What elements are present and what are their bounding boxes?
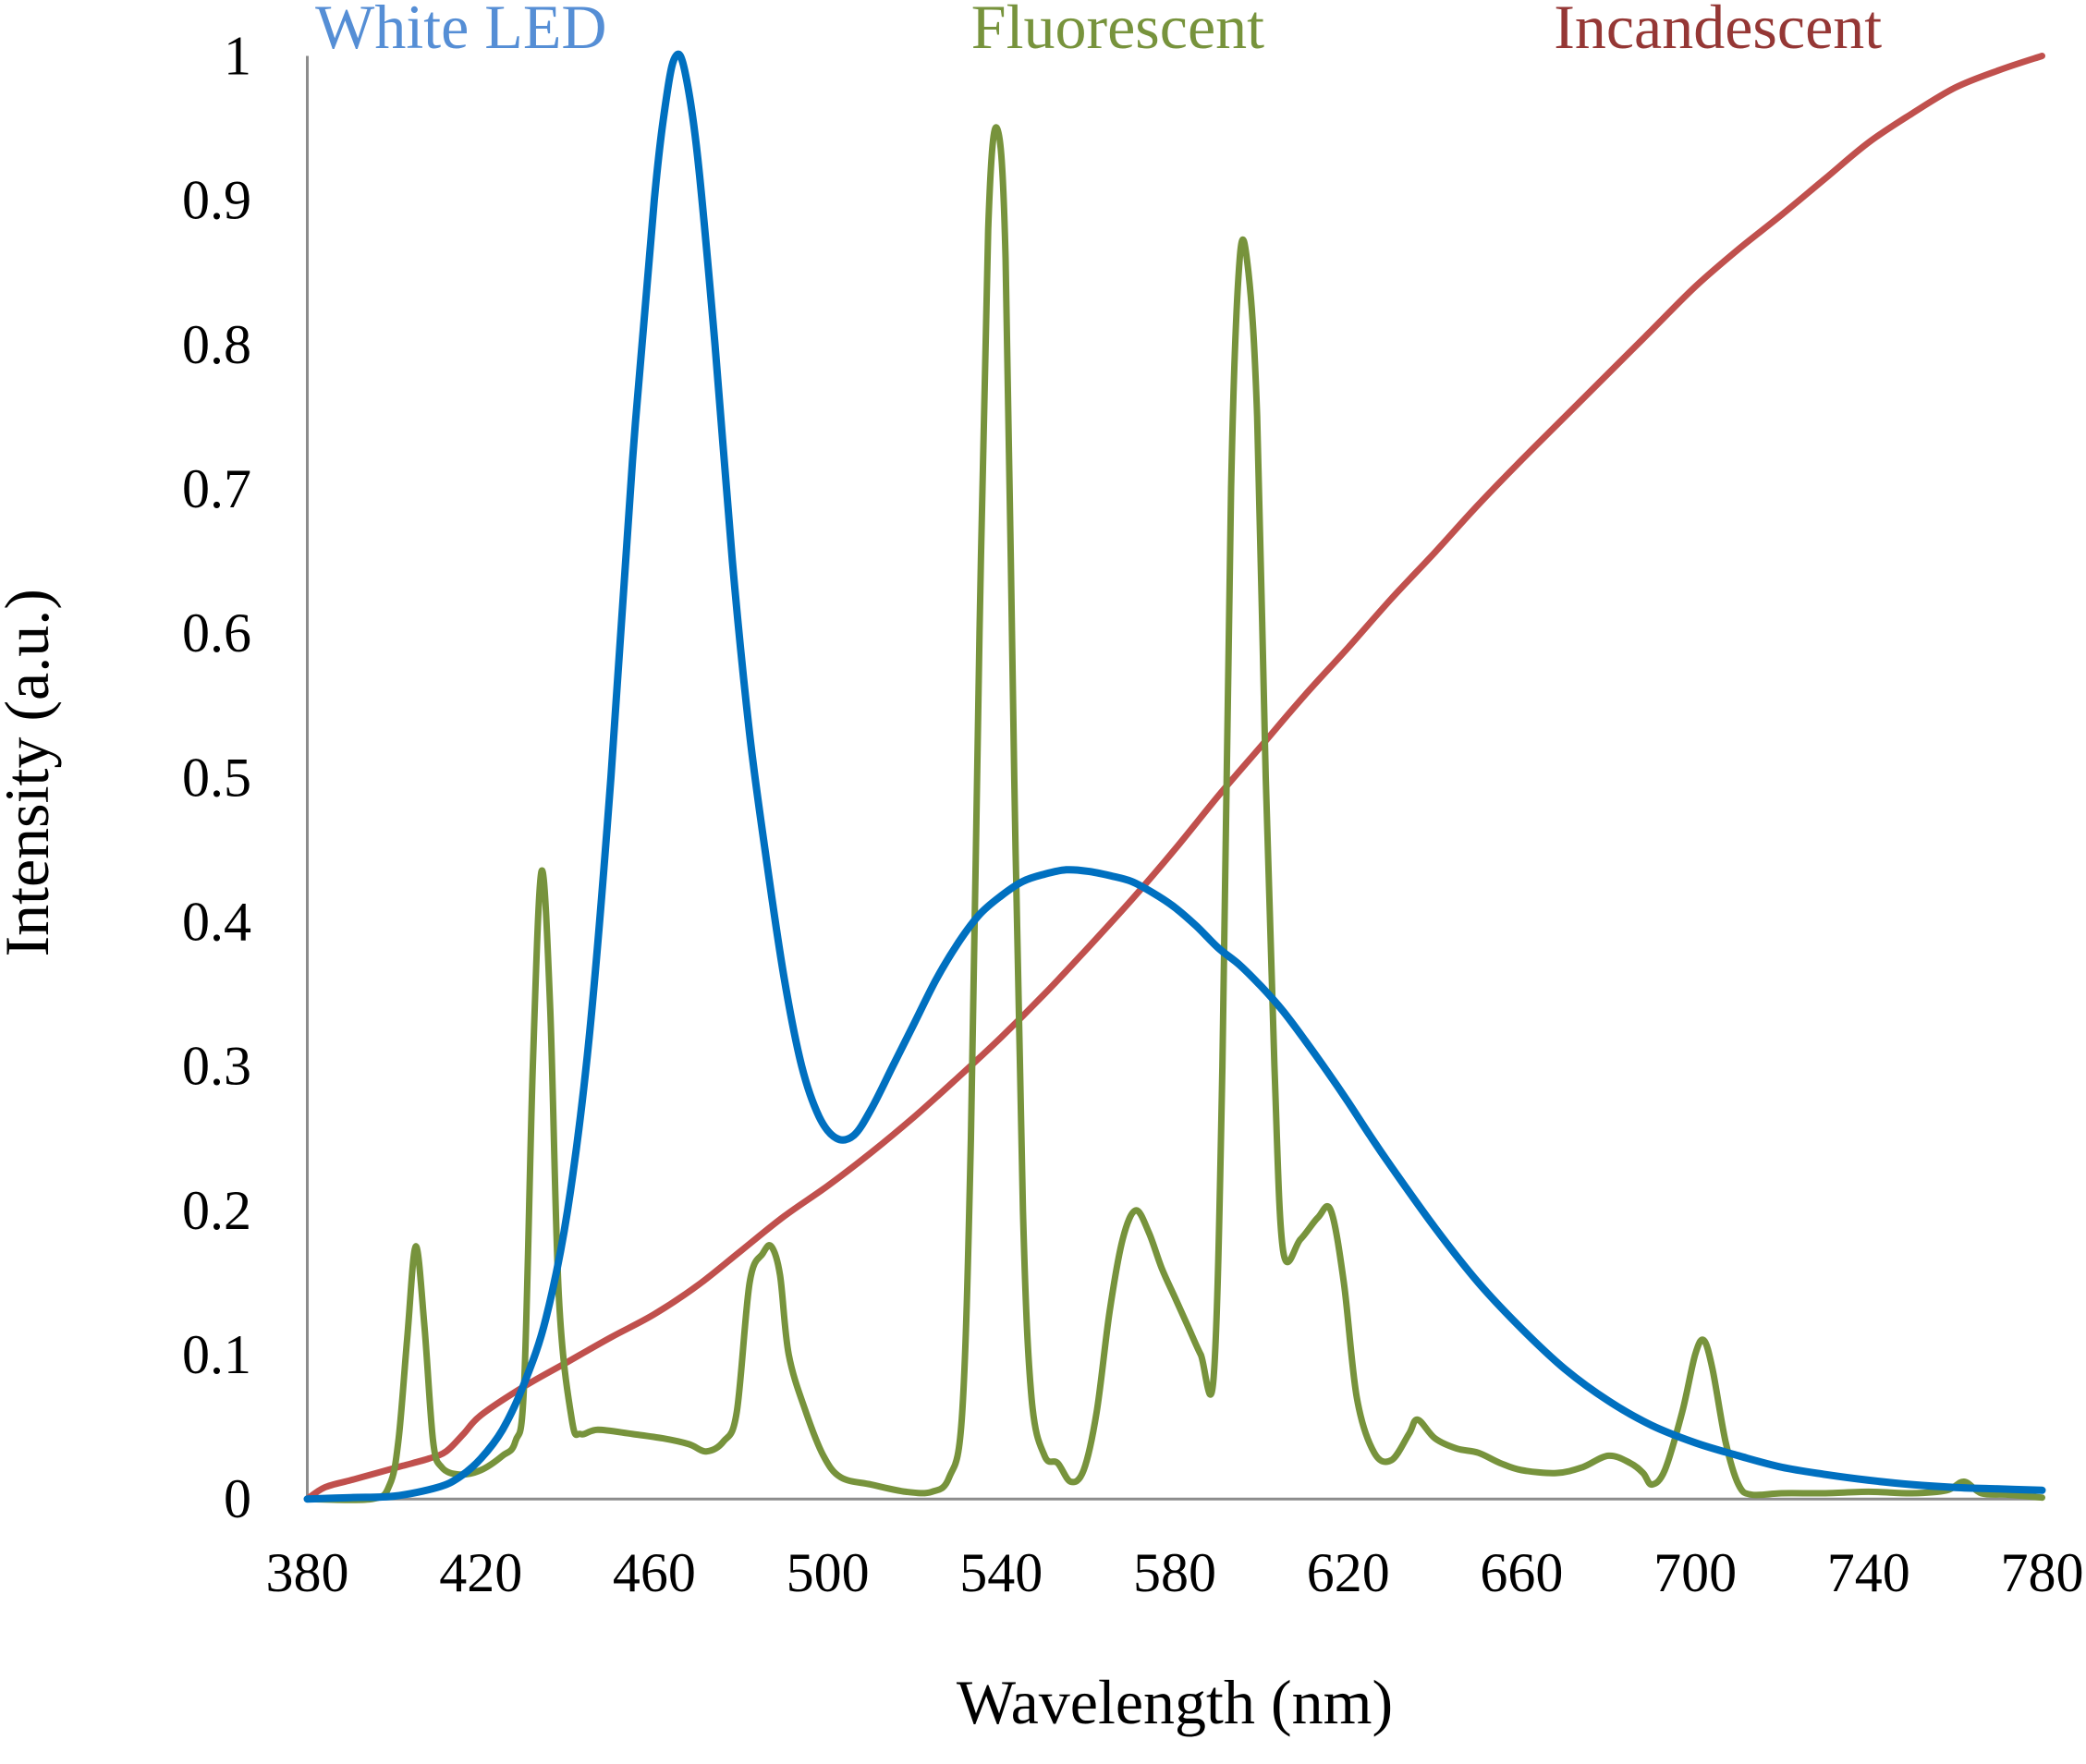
y-tick-label: 0.7: [182, 458, 251, 519]
y-axis-ticks: 0 0.1 0.2 0.3 0.4 0.5 0.6 0.7 0.8 0.9 1: [182, 25, 251, 1529]
y-tick-label: 0.2: [182, 1180, 251, 1241]
x-tick-label: 740: [1827, 1542, 1910, 1603]
y-tick-label: 0.3: [182, 1036, 251, 1097]
y-tick-label: 0.4: [182, 892, 251, 953]
y-tick-label: 1: [224, 25, 251, 86]
legend-label-incandescent: Incandescent: [1554, 0, 1882, 62]
series-line-incandescent: [304, 53, 2045, 1502]
x-tick-label: 700: [1653, 1542, 1737, 1603]
y-tick-label: 0.1: [182, 1324, 251, 1385]
y-tick-label: 0.6: [182, 602, 251, 663]
x-tick-label: 540: [959, 1542, 1043, 1603]
legend: White LED Fluorescent Incandescent: [315, 0, 1882, 62]
legend-label-white-led: White LED: [315, 0, 606, 62]
series-line-white-led: [303, 50, 2046, 1503]
y-tick-label: 0.9: [182, 170, 251, 231]
x-tick-label: 780: [2000, 1542, 2083, 1603]
y-tick-label: 0.8: [182, 314, 251, 375]
y-tick-label: 0: [224, 1468, 251, 1529]
y-axis-title: Intensity (a.u.): [0, 589, 62, 956]
x-tick-label: 620: [1307, 1542, 1390, 1603]
x-axis-ticks: 380 420 460 500 540 580 620 660 700 740 780: [266, 1542, 2084, 1603]
x-tick-label: 380: [266, 1542, 349, 1603]
x-tick-label: 660: [1480, 1542, 1563, 1603]
legend-label-fluorescent: Fluorescent: [971, 0, 1264, 62]
x-axis-title: Wavelength (nm): [957, 1667, 1393, 1737]
x-tick-label: 460: [613, 1542, 696, 1603]
x-tick-label: 420: [439, 1542, 522, 1603]
x-tick-label: 500: [787, 1542, 870, 1603]
series-line-fluorescent: [304, 124, 2045, 1503]
x-tick-label: 580: [1133, 1542, 1216, 1603]
series-layer: [303, 50, 2046, 1503]
y-tick-label: 0.5: [182, 747, 251, 808]
